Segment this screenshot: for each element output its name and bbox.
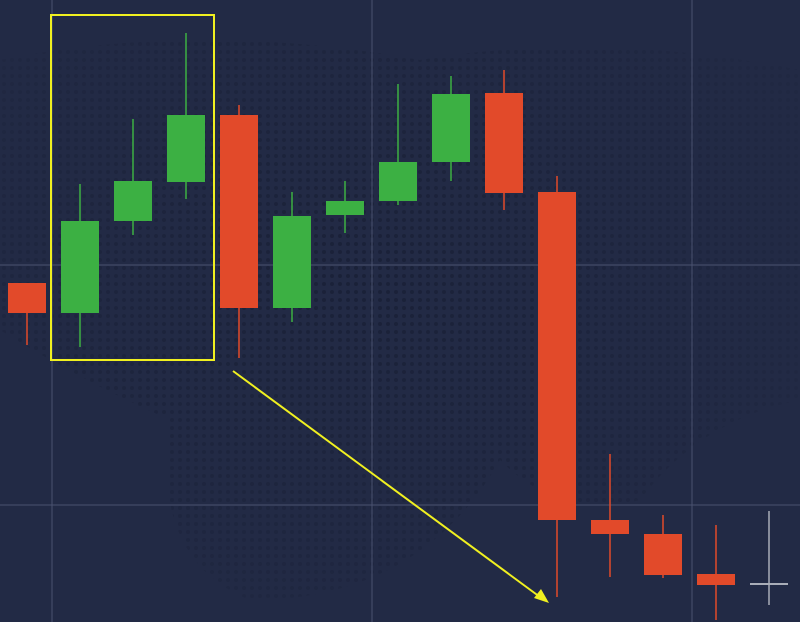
candle-body (61, 221, 99, 313)
trend-arrow (232, 370, 541, 598)
candle-body (644, 534, 682, 575)
candle-body (114, 181, 152, 221)
candle-body (273, 216, 311, 308)
candle-body (379, 162, 417, 201)
candle-body (167, 115, 205, 182)
candle-body (538, 192, 576, 520)
candle-body (8, 283, 46, 313)
candles (8, 33, 788, 620)
candle-body (591, 520, 629, 534)
candle-body (432, 94, 470, 162)
candle-body (485, 93, 523, 193)
candle-body (220, 115, 258, 308)
candle-body (697, 574, 735, 585)
arrow-head (534, 589, 549, 603)
candle-body (326, 201, 364, 215)
highlight-box (50, 14, 215, 361)
